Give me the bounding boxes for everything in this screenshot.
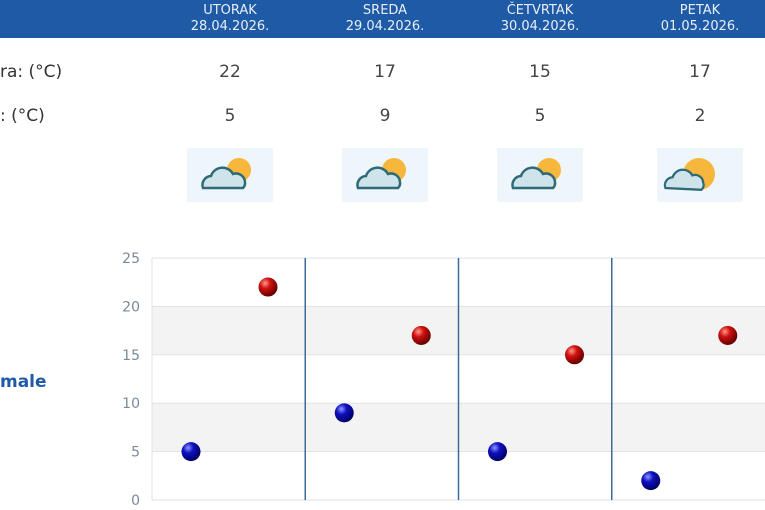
max-temp-point: [411, 325, 431, 345]
max-temp-value: 15: [529, 62, 551, 82]
min-temp-value: 2: [694, 106, 706, 126]
y-tick-label: 15: [122, 348, 140, 364]
partly-cloudy-icon: [342, 148, 428, 202]
day-header: UTORAK 28.04.2026.: [155, 3, 305, 35]
min-temp-point: [641, 471, 661, 491]
forecast-header: [0, 0, 765, 38]
max-temp-point: [258, 277, 278, 297]
partly-cloudy-icon: [187, 148, 273, 202]
y-tick-label: 0: [131, 493, 140, 509]
min-temp-value: 9: [379, 106, 391, 126]
max-temp-label: ra: (°C): [0, 62, 63, 82]
day-header: ČETVRTAK 30.04.2026.: [465, 3, 615, 35]
min-temp-point: [334, 403, 354, 423]
day-name: SREDA: [362, 3, 408, 18]
min-temp-value: 5: [224, 106, 236, 126]
max-temp-point: [565, 345, 584, 365]
chart-side-label: male: [0, 372, 47, 392]
max-temp-value: 17: [374, 62, 396, 82]
mostly-sunny-icon: [657, 148, 743, 202]
max-temp-point: [718, 325, 738, 345]
y-tick-label: 10: [122, 396, 140, 412]
partly-cloudy-icon: [497, 148, 583, 202]
day-name: PETAK: [679, 3, 721, 18]
y-tick-label: 25: [122, 251, 140, 267]
min-temp-point: [488, 442, 507, 462]
day-date: 01.05.2026.: [660, 19, 740, 34]
y-tick-label: 20: [122, 299, 140, 315]
day-header: PETAK 01.05.2026.: [625, 3, 765, 35]
day-name: ČETVRTAK: [506, 3, 574, 18]
day-date: 29.04.2026.: [345, 19, 425, 34]
min-temp-label: : (°C): [0, 106, 45, 126]
max-temp-value: 22: [219, 62, 241, 82]
min-temp-point: [181, 442, 201, 462]
y-tick-label: 5: [131, 445, 140, 461]
day-date: 30.04.2026.: [500, 19, 580, 34]
day-header: SREDA 29.04.2026.: [310, 3, 460, 35]
max-temp-value: 17: [689, 62, 711, 82]
day-date: 28.04.2026.: [190, 19, 270, 34]
day-name: UTORAK: [203, 3, 257, 18]
min-temp-value: 5: [534, 106, 546, 126]
